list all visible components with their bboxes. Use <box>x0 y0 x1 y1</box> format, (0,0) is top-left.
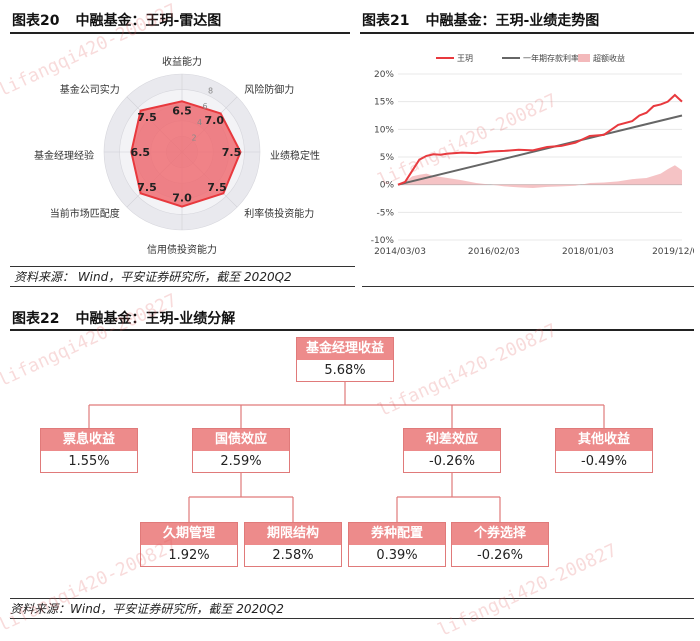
tree-root-box: 基金经理收益 5.68% <box>296 337 394 382</box>
line-chart-legend-label: 一年期存款利率 <box>523 53 579 63</box>
line-chart-y-tick: -5% <box>376 208 394 218</box>
radar-value-label: 7.5 <box>222 146 242 159</box>
tree-root-label: 基金经理收益 <box>297 338 393 360</box>
tree-box-label: 票息收益 <box>41 429 137 451</box>
fig20-source: 资料来源： Wind，平安证券研究所，截至 2020Q2 <box>14 270 292 284</box>
tree-box-spread: 利差效应 -0.26% <box>403 428 501 473</box>
radar-value-label: 7.5 <box>207 181 227 194</box>
tree-box-coupon: 票息收益 1.55% <box>40 428 138 473</box>
radar-value-label: 7.0 <box>204 114 224 127</box>
radar-axis-label: 基金经理经验 <box>34 149 94 162</box>
fig22-number: 图表22 <box>12 311 60 327</box>
line-chart-y-tick: 10% <box>374 125 394 135</box>
tree-box-value: 2.59% <box>220 454 262 469</box>
fig20-title: 图表20 中融基金：王玥-雷达图 <box>12 10 221 30</box>
tree-connectors <box>88 382 605 522</box>
line-chart-deposit-line <box>397 114 683 186</box>
tree-box-label: 个券选择 <box>452 523 548 545</box>
fig22-source: 资料来源：Wind，平安证券研究所，截至 2020Q2 <box>10 602 284 616</box>
line-chart-y-tick: 0% <box>380 181 395 191</box>
radar-scale-label: 6 <box>203 102 208 111</box>
radar-axis-label: 收益能力 <box>162 55 202 68</box>
tree-box-label: 久期管理 <box>141 523 237 545</box>
fig21-number: 图表21 <box>362 13 410 29</box>
fig20-source-rule <box>10 266 355 267</box>
line-chart-legend-swatch <box>578 54 590 62</box>
fig20-number: 图表20 <box>12 13 60 29</box>
fig21-title-text: 中融基金：王玥-业绩走势图 <box>425 13 600 29</box>
radar-axis-label: 风险防御力 <box>244 83 294 96</box>
line-chart-legend-label: 王玥 <box>457 54 473 63</box>
fig21-title: 图表21 中融基金：王玥-业绩走势图 <box>362 10 599 30</box>
fig21-bottom-rule <box>362 286 694 287</box>
tree-box-value: 0.39% <box>376 548 418 563</box>
tree-box-term-structure: 期限结构 2.58% <box>244 522 342 567</box>
tree-box-label: 券种配置 <box>349 523 445 545</box>
radar-axis-label: 业绩稳定性 <box>270 149 320 162</box>
tree-box-label: 利差效应 <box>404 429 500 451</box>
tree-box-label: 其他收益 <box>556 429 652 451</box>
fig20-bottom-rule <box>10 286 355 287</box>
line-chart-y-tick: 20% <box>374 70 394 80</box>
performance-line-chart: 20% 15% 10% 5% 0% -5% -10%2014/03/03 2016/02/03… <box>371 53 694 257</box>
line-chart-y-tick: -10% <box>371 236 395 246</box>
tree-box-value: -0.26% <box>477 548 523 563</box>
fig20-title-rule <box>10 32 350 34</box>
radar-value-label: 7.0 <box>172 192 192 205</box>
line-chart-x-tick: 2016/02/03 <box>468 247 520 257</box>
fig20-title-text: 中融基金：王玥-雷达图 <box>75 13 222 29</box>
line-chart-y-tick: 15% <box>374 98 394 108</box>
tree-box-label: 国债效应 <box>193 429 289 451</box>
fig22-source-rule <box>10 598 694 599</box>
tree-box-treasury: 国债效应 2.59% <box>192 428 290 473</box>
line-chart-x-tick: 2014/03/03 <box>374 247 426 257</box>
fig22-title: 图表22 中融基金：王玥-业绩分解 <box>12 308 235 328</box>
line-chart-x-tick: 2018/01/03 <box>562 247 614 257</box>
radar-data-polygon <box>130 100 242 208</box>
tree-box-other: 其他收益 -0.49% <box>555 428 653 473</box>
radar-axis-label: 利率债投资能力 <box>244 207 314 220</box>
line-chart-x-tick: 2019/12/03 <box>652 247 694 257</box>
tree-box-duration: 久期管理 1.92% <box>140 522 238 567</box>
radar-scale-label: 2 <box>192 133 197 142</box>
tree-box-label: 期限结构 <box>245 523 341 545</box>
radar-axis-label: 信用债投资能力 <box>147 243 217 256</box>
fig22-bottom-rule <box>10 618 694 619</box>
fig22-title-text: 中融基金：王玥-业绩分解 <box>75 311 236 327</box>
line-chart-y-tick: 5% <box>380 153 395 163</box>
line-chart-excess-area <box>398 165 682 188</box>
line-chart-legend-label: 超额收益 <box>593 53 625 63</box>
tree-box-value: -0.26% <box>429 454 475 469</box>
tree-root-value: 5.68% <box>324 363 366 378</box>
line-chart-manager-line <box>397 93 683 186</box>
radar-scale-label: 8 <box>208 87 213 96</box>
radar-axis-label: 基金公司实力 <box>60 83 120 96</box>
radar-value-label: 6.5 <box>131 146 151 159</box>
fig22-title-rule <box>10 329 694 331</box>
tree-box-value: 1.92% <box>168 548 210 563</box>
tree-box-bond-selection: 个券选择 -0.26% <box>451 522 549 567</box>
radar-value-label: 6.5 <box>172 104 192 117</box>
radar-axis-label: 当前市场匹配度 <box>50 207 120 220</box>
tree-box-value: -0.49% <box>581 454 627 469</box>
tree-box-value: 1.55% <box>68 454 110 469</box>
radar-value-label: 7.5 <box>137 111 157 124</box>
radar-scale-label: 4 <box>197 118 202 127</box>
tree-box-value: 2.58% <box>272 548 314 563</box>
tree-box-sector-allocation: 券种配置 0.39% <box>348 522 446 567</box>
radar-value-label: 7.5 <box>137 181 157 194</box>
fig21-title-rule <box>360 32 694 34</box>
